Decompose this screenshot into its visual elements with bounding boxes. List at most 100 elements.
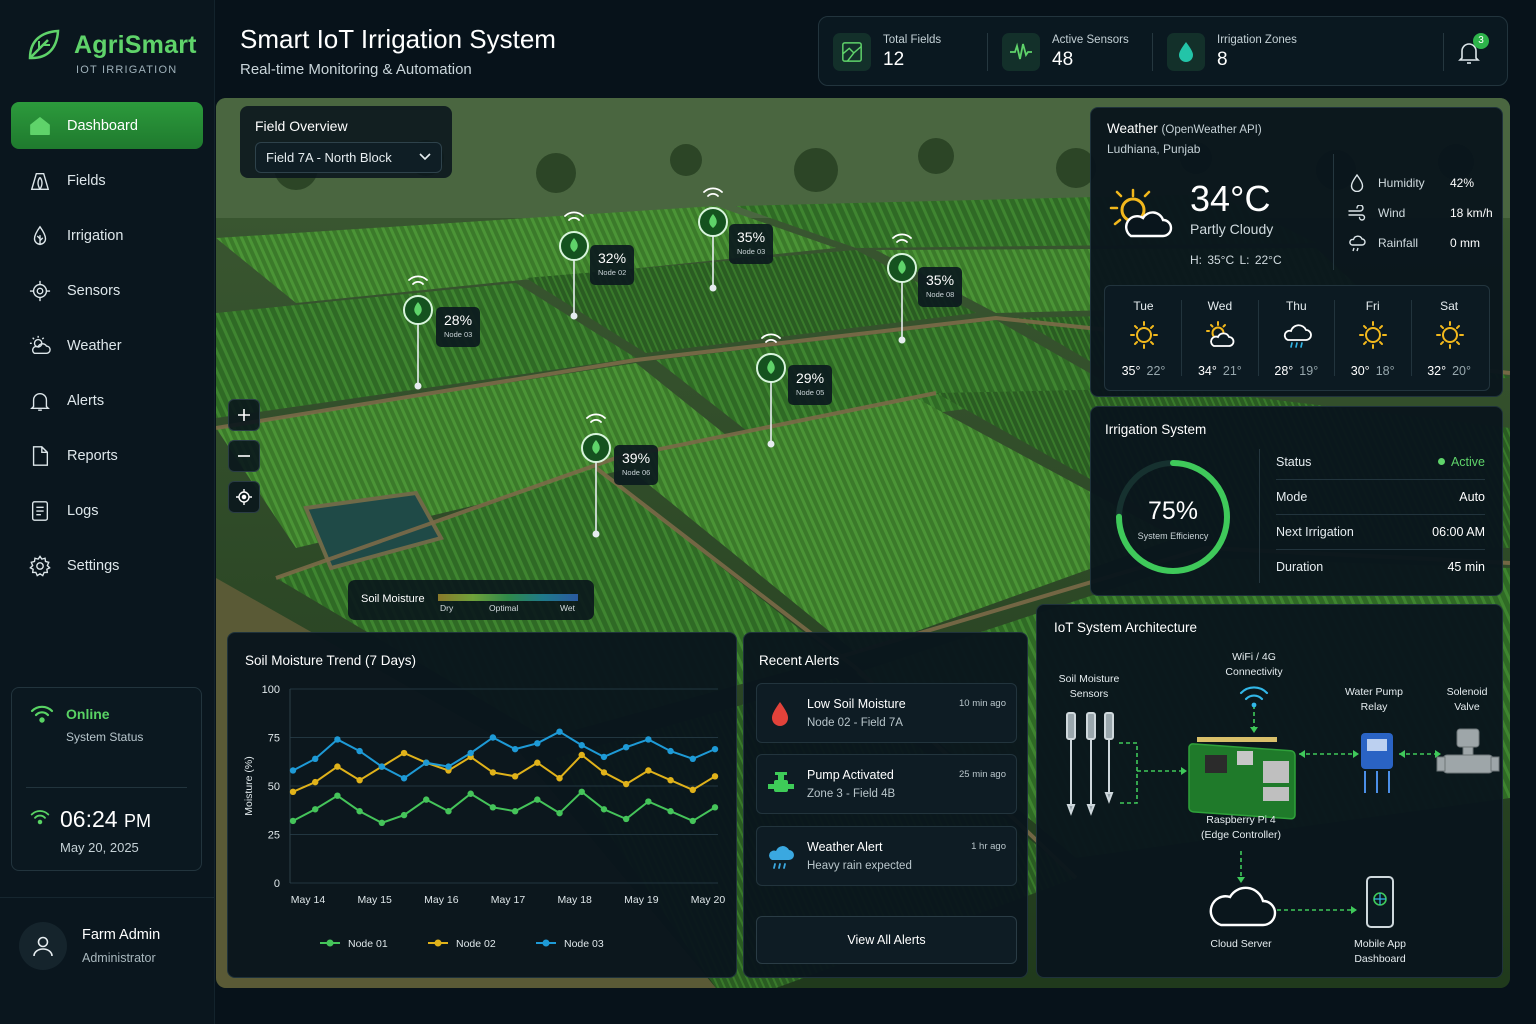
legend-marker [542,939,550,947]
node-moisture: 29% [796,370,825,386]
mobile-app-icon [1366,876,1394,928]
notifications-button[interactable]: 3 [1457,33,1489,70]
high-low-temp: H: 35°C L: 22°C [1190,253,1282,267]
irrigation-title: Irrigation System [1105,422,1207,437]
forecast-day-name: Wed [1207,299,1233,313]
zoom-out-button[interactable] [228,440,260,472]
sidebar-item-sensors[interactable]: Sensors [11,267,203,314]
alert-item-weather[interactable]: Weather Alert Heavy rain expected 1 hr a… [756,826,1017,886]
sidebar-item-fields[interactable]: Fields [11,157,203,204]
rain-cloud-icon [1349,235,1366,252]
sidebar-item-label: Settings [67,557,120,574]
zoom-in-button[interactable] [228,399,260,431]
data-point [423,796,430,803]
bell-icon [30,392,50,411]
alert-item-low-moisture[interactable]: Low Soil Moisture Node 02 - Field 7A 10 … [756,683,1017,743]
data-point [378,763,386,770]
forecast-temp: 28° 19° [1274,364,1319,378]
weather-icon [29,335,51,354]
sidebar-item-logs[interactable]: Logs [11,487,203,534]
report-icon [32,445,49,466]
stats-bar: Total Fields 12 Active Sensors 48 Irrigati… [818,16,1508,86]
sidebar-item-dashboard[interactable]: Dashboard [11,102,203,149]
field-overview-label: Field Overview [255,118,348,134]
weather-condition: Partly Cloudy [1190,221,1274,237]
sun-icon [1130,321,1158,349]
divider [1259,449,1260,583]
sidebar-nav: Dashboard Fields Irrigation Sensors Weat… [11,102,203,597]
online-status: Online [66,706,110,722]
soil-moisture-legend: Soil Moisture Dry Optimal Wet [348,580,594,620]
data-point [400,775,408,782]
legend-label: Node 03 [564,938,604,950]
legend-marker [434,939,442,947]
brand-subtitle: IOT IRRIGATION [76,64,178,76]
data-point [312,778,319,786]
node-moisture: 35% [926,272,955,288]
efficiency-value: 75% [1147,497,1199,525]
stat-irrigation-zones: Irrigation Zones 8 [1167,17,1297,87]
weather-title: Weather (OpenWeather API) [1107,121,1262,136]
sidebar-item-alerts[interactable]: Alerts [11,377,203,424]
sidebar-item-weather[interactable]: Weather [11,322,203,369]
forecast-temp: 34° 21° [1197,364,1242,378]
pump-label: Water Pump Relay [1345,686,1403,713]
avatar[interactable] [19,922,67,970]
architecture-title: IoT System Architecture [1054,620,1198,635]
brand-logo[interactable]: AgriSmart [24,26,197,64]
y-tick-label: 50 [268,781,280,793]
forecast-day-name: Tue [1133,299,1154,313]
data-point [556,728,563,735]
sensors-label: Soil Moisture Sensors [1058,673,1120,700]
field-icon [30,172,50,190]
notification-badge: 3 [1473,33,1489,49]
partly-cloudy-icon [1109,188,1173,238]
water-drop-icon [772,702,788,726]
y-tick-label: 0 [274,878,280,890]
gear-icon [29,554,51,577]
sidebar-item-reports[interactable]: Reports [11,432,203,479]
sidebar-item-label: Reports [67,447,118,464]
sidebar: AgriSmart IOT IRRIGATION Dashboard Field… [0,0,215,1024]
data-point [467,749,474,757]
sun-icon [1359,321,1388,349]
wind-icon [1348,205,1366,221]
data-point [534,759,541,766]
data-point [622,815,630,823]
legend-wet: Wet [560,603,575,613]
data-point [556,775,563,782]
data-point [445,808,452,815]
divider [987,33,988,71]
sidebar-item-irrigation[interactable]: Irrigation [11,212,203,259]
series-line-node-01 [292,790,716,824]
data-point [511,808,519,815]
sidebar-item-label: Weather [67,337,122,354]
current-time: 06:24 PM [60,806,151,832]
x-tick-label: May 14 [291,894,326,906]
node-moisture: 28% [444,312,473,328]
node-name: Node 03 [737,247,766,256]
forecast-temp: 35° 22° [1121,364,1166,378]
alert-item-pump[interactable]: Pump Activated Zone 3 - Field 4B 25 min … [756,754,1017,814]
view-all-alerts-button[interactable]: View All Alerts [756,916,1017,964]
forecast-day: Sat 32° 20° [1411,286,1488,390]
sidebar-item-label: Alerts [67,392,105,409]
node-reading: 35% Node 08 [918,267,962,307]
weather-location: Ludhiana, Punjab [1107,142,1201,156]
locate-button[interactable] [228,481,260,513]
field-select-dropdown[interactable]: Field 7A - North Block [255,142,442,173]
legend-marker [326,939,334,947]
divider [26,787,187,788]
y-tick-label: 100 [262,684,280,696]
irrigation-system-panel: Irrigation System 75% System Efficiency … [1090,406,1503,596]
user-icon [33,936,53,957]
sidebar-item-settings[interactable]: Settings [11,542,203,589]
sun-icon [1435,321,1464,349]
field-map-icon [842,42,862,62]
forecast-day: Wed 34° 21° [1181,286,1258,390]
next-irrigation-row: Next Irrigation 06:00 AM [1276,515,1485,550]
efficiency-gauge [1116,460,1230,574]
divider [1333,154,1334,270]
forecast-day: Thu 28° 19° [1258,286,1335,390]
chevron-down-icon [419,153,431,161]
